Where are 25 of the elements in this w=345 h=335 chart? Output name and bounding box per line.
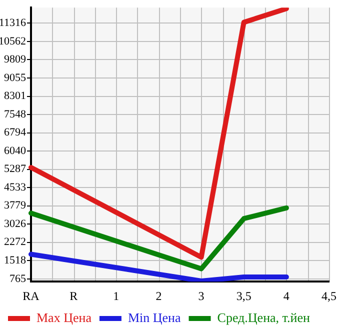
y-tick-label: 4533 (4, 181, 26, 194)
legend-label: Сред.Цена, т.йен (217, 310, 310, 325)
x-tick-label: 2 (156, 288, 162, 303)
x-tick-label: 4 (283, 288, 290, 303)
y-tick-label: 9055 (4, 72, 26, 84)
x-tick-label: 3 (198, 288, 204, 303)
x-tick-label: 4,5 (322, 288, 336, 303)
x-tick-label: R (70, 288, 78, 303)
x-tick-label: 3,5 (236, 288, 252, 303)
x-tick-label: 1 (113, 288, 120, 303)
y-tick-label: 5287 (4, 163, 26, 176)
y-tick-label: 6794 (4, 126, 26, 139)
legend-label: Max Цена (36, 310, 92, 325)
y-tick-label: 9809 (4, 54, 26, 66)
y-tick-label: 6040 (4, 144, 26, 157)
legend-label: Min Цена (128, 310, 181, 325)
y-tick-label: 765 (10, 272, 26, 285)
y-tick-label: 8301 (4, 90, 26, 102)
y-tick-label: 3026 (4, 218, 26, 230)
x-tick-label: RA (22, 288, 40, 303)
y-tick-label: 7548 (4, 108, 26, 120)
y-tick-label: 3779 (4, 200, 26, 212)
y-tick-label: 1518 (4, 254, 26, 267)
y-tick-label: 2272 (4, 236, 26, 248)
y-tick-label: 11316 (0, 17, 26, 30)
